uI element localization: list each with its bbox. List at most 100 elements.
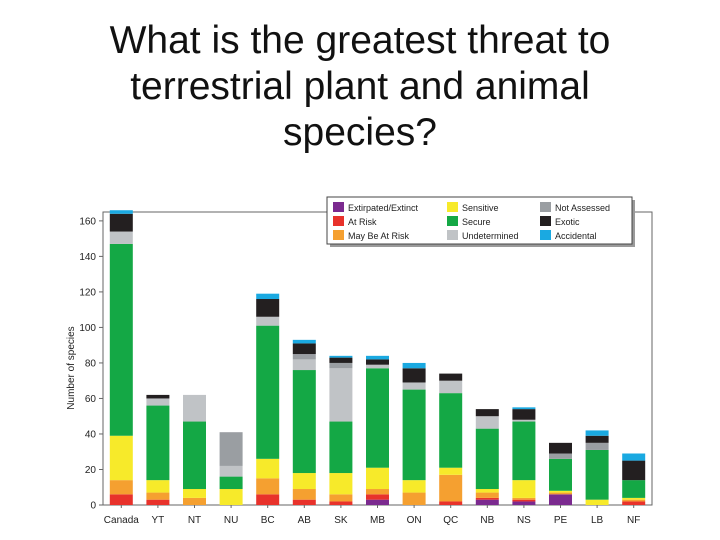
- legend-swatch: [333, 216, 344, 226]
- bar-segment: [622, 501, 646, 505]
- bar-stack-qc: [439, 373, 463, 505]
- bar-segment: [219, 476, 243, 490]
- y-axis-label: Number of species: [66, 326, 77, 409]
- bar-segment: [549, 494, 572, 505]
- bar-segment: [512, 419, 536, 422]
- legend-item: Sensitive: [447, 202, 499, 213]
- bar-segment: [329, 355, 353, 358]
- bar-segment: [292, 473, 316, 490]
- x-tick-label: NU: [224, 515, 238, 526]
- bar-stack-nb: [475, 409, 499, 505]
- legend-item: May Be At Risk: [333, 230, 410, 241]
- bar-segment: [402, 492, 426, 505]
- bar-segment: [219, 465, 243, 477]
- bar-stack-ns: [512, 407, 536, 505]
- bar-segment: [475, 492, 499, 498]
- bar-segment: [366, 359, 389, 365]
- bar-segment: [183, 394, 206, 422]
- legend-label: Sensitive: [462, 203, 499, 213]
- bar-stack-sk: [329, 355, 353, 505]
- legend: Extirpated/Extinct At Risk May Be At Risk S…: [326, 196, 635, 247]
- bar-segment: [109, 213, 133, 232]
- bar-segment: [219, 489, 243, 505]
- legend-swatch: [447, 216, 458, 226]
- legend-label: Accidental: [555, 231, 597, 241]
- bar-segment: [256, 478, 280, 495]
- legend-label: Not Assessed: [555, 203, 610, 213]
- bar-segment: [292, 499, 316, 505]
- bar-segment: [402, 368, 426, 383]
- bar-segment: [366, 499, 389, 505]
- bar-segment: [109, 231, 133, 244]
- bar-segment: [146, 492, 170, 500]
- bar-segment: [512, 497, 536, 500]
- bar-segment: [256, 293, 280, 300]
- slide-title: What is the greatest threat to terrestri…: [109, 19, 611, 154]
- x-tick-label: MB: [370, 515, 385, 526]
- bar-segment: [475, 409, 499, 417]
- x-tick-label: BC: [261, 515, 275, 526]
- bar-segment: [549, 453, 572, 459]
- bar-segment: [256, 299, 280, 317]
- bar-stack-mb: [366, 355, 389, 505]
- bar-segment: [183, 421, 206, 490]
- legend-item: At Risk: [333, 216, 377, 227]
- bar-stack-yt: [146, 394, 170, 505]
- bar-stack-canada: [109, 210, 133, 505]
- bar-segment: [549, 490, 572, 493]
- bar-segment: [439, 380, 463, 394]
- y-tick-label: 40: [85, 429, 97, 440]
- bar-segment: [329, 494, 353, 502]
- bar-segment: [402, 480, 426, 493]
- bar-segment: [366, 494, 389, 500]
- bar-segment: [402, 362, 426, 369]
- legend-item: Undetermined: [447, 230, 519, 241]
- bar-stack-on: [402, 362, 426, 505]
- bar-stack-pe: [549, 442, 572, 505]
- bar-segment: [256, 325, 280, 459]
- bar-segment: [402, 389, 426, 481]
- bar-segment: [146, 480, 170, 493]
- y-tick-label: 140: [79, 252, 96, 263]
- bar-segment: [366, 368, 389, 468]
- bar-segment: [146, 499, 170, 505]
- x-tick-label: ON: [407, 515, 422, 526]
- bar-segment: [219, 432, 243, 466]
- bar-segment: [256, 316, 280, 326]
- bar-segment: [329, 473, 353, 495]
- bars: [109, 210, 646, 505]
- legend-swatch: [540, 202, 551, 212]
- bar-segment: [402, 382, 426, 390]
- legend-label: Exotic: [555, 217, 580, 227]
- legend-label: Secure: [462, 217, 491, 227]
- bar-segment: [366, 489, 389, 495]
- bar-stack-bc: [256, 293, 280, 505]
- bar-segment: [292, 359, 316, 371]
- bar-segment: [622, 497, 646, 500]
- legend-label: Undetermined: [462, 231, 519, 241]
- x-tick-label: NS: [517, 515, 531, 526]
- x-tick-label: Canada: [104, 515, 139, 526]
- bar-segment: [512, 480, 536, 498]
- x-tick-label: NB: [480, 515, 494, 526]
- bar-segment: [585, 435, 609, 443]
- bar-segment: [292, 370, 316, 474]
- bar-segment: [512, 407, 536, 410]
- bar-segment: [475, 497, 499, 500]
- y-tick-label: 160: [79, 216, 96, 227]
- bar-segment: [439, 467, 463, 475]
- bar-segment: [439, 474, 463, 502]
- legend-box: [326, 196, 633, 245]
- bar-segment: [366, 467, 389, 490]
- legend-label: May Be At Risk: [348, 231, 410, 241]
- bar-segment: [512, 421, 536, 481]
- x-tick-label: AB: [298, 515, 312, 526]
- legend-swatch: [540, 230, 551, 240]
- bar-segment: [109, 243, 133, 436]
- legend-item: Secure: [447, 216, 491, 227]
- bar-segment: [256, 494, 280, 505]
- bar-segment: [549, 442, 572, 454]
- bar-segment: [475, 416, 499, 429]
- x-tick-label: PE: [554, 515, 568, 526]
- x-axis-ticks: Canada YT NT NU BC AB SK MB ON QC NB NS PE LB NF: [104, 505, 640, 526]
